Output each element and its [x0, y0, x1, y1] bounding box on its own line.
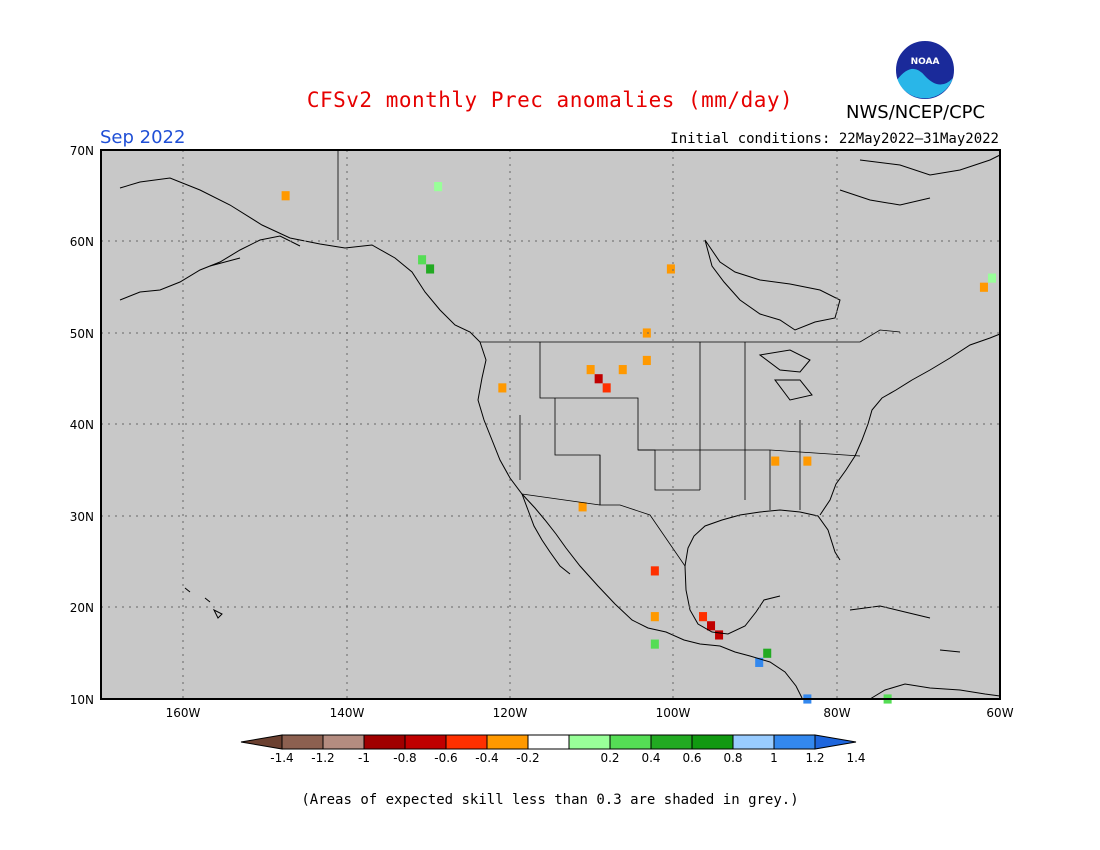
anomaly-cell — [650, 612, 659, 622]
colorbar-swatch — [486, 734, 529, 750]
lat-tick-label: 30N — [70, 510, 94, 524]
chart-title: CFSv2 monthly Prec anomalies (mm/day) — [306, 88, 794, 112]
colorbar-label: -0.2 — [516, 751, 539, 765]
anomaly-cell — [434, 182, 443, 192]
anomaly-cell — [426, 264, 435, 274]
map-frame — [100, 149, 1001, 700]
colorbar-label: -1 — [358, 751, 370, 765]
lon-tick-label: 120W — [493, 706, 528, 720]
colorbar-max-arrow — [814, 734, 857, 750]
noaa-logo-text: NOAA — [911, 57, 940, 67]
noaa-logo: NOAA — [894, 39, 956, 101]
colorbar-label: -0.8 — [393, 751, 416, 765]
colorbar-label: -0.4 — [475, 751, 498, 765]
lat-tick-label: 70N — [70, 144, 94, 158]
anomaly-cell — [763, 648, 772, 658]
anomaly-cell — [715, 630, 724, 640]
colorbar-swatch — [568, 734, 611, 750]
colorbar-swatch — [404, 734, 447, 750]
anomaly-cell — [666, 264, 675, 274]
colorbar-swatch — [363, 734, 406, 750]
anomaly-cell — [650, 639, 659, 649]
political-borders — [337, 150, 901, 567]
anomaly-cell — [602, 383, 611, 393]
colorbar-swatch — [609, 734, 652, 750]
colorbar-swatch — [650, 734, 693, 750]
anomaly-cell — [642, 328, 651, 338]
colorbar-swatch — [732, 734, 775, 750]
colorbar-swatch — [445, 734, 488, 750]
anomaly-cell — [707, 621, 716, 631]
skill-footnote: (Areas of expected skill less than 0.3 a… — [301, 792, 799, 808]
lat-tick-label: 60N — [70, 235, 94, 249]
colorbar-label: -1.2 — [311, 751, 334, 765]
lat-tick-label: 20N — [70, 601, 94, 615]
anomaly-cell — [281, 191, 290, 201]
colorbar-label: -0.6 — [434, 751, 457, 765]
grid-lines — [101, 150, 1000, 699]
lat-tick-label: 40N — [70, 418, 94, 432]
colorbar-swatch — [322, 734, 365, 750]
colorbar-label: 0.8 — [723, 751, 742, 765]
forecast-month: Sep 2022 — [100, 127, 186, 148]
colorbar-swatch — [527, 734, 570, 750]
anomaly-cell — [642, 355, 651, 366]
lat-tick-labels: 70N 60N 50N 40N 30N 20N 10N — [70, 144, 94, 707]
lon-tick-labels: 160W 140W 120W 100W 80W 60W — [166, 706, 1014, 720]
anomaly-cell — [650, 566, 659, 576]
lon-tick-label: 160W — [166, 706, 201, 720]
anomaly-cell — [987, 273, 996, 283]
colorbar-label: 1.4 — [846, 751, 865, 765]
colorbar-label: -1.4 — [270, 751, 293, 765]
anomaly-cell — [594, 374, 603, 384]
colorbar-label: 1 — [770, 751, 778, 765]
anomaly-cell — [418, 255, 427, 265]
coastlines — [119, 154, 1001, 700]
colorbar-label: 0.2 — [600, 751, 619, 765]
anomaly-cell — [586, 365, 595, 375]
anomaly-cell — [771, 456, 780, 466]
colorbar-swatch — [773, 734, 816, 750]
initial-conditions: Initial conditions: 22May2022–31May2022 — [670, 131, 999, 147]
anomaly-cell — [803, 456, 812, 466]
colorbar-label: 0.4 — [641, 751, 660, 765]
colorbar-swatch — [691, 734, 734, 750]
anomaly-cell — [578, 502, 587, 512]
colorbar-min-arrow — [240, 734, 283, 750]
lat-tick-label: 50N — [70, 327, 94, 341]
lon-tick-label: 140W — [330, 706, 365, 720]
lon-tick-label: 100W — [656, 706, 691, 720]
colorbar-swatch — [281, 734, 324, 750]
lat-tick-label: 10N — [70, 693, 94, 707]
anomaly-cell — [698, 612, 708, 622]
colorbar-label: 1.2 — [805, 751, 824, 765]
colorbar-label: 0.6 — [682, 751, 701, 765]
anomaly-cell — [618, 365, 627, 375]
lon-tick-label: 60W — [986, 706, 1013, 720]
agency-label: NWS/NCEP/CPC — [846, 102, 986, 123]
colorbar: -1.4 -1.2 -1 -0.8 -0.6 -0.4 -0.2 0.2 0.4 0.6 0.8 1 1… — [240, 734, 866, 765]
anomaly-cell — [979, 282, 988, 292]
anomaly-cell — [755, 657, 764, 667]
anomaly-cell — [498, 383, 507, 393]
lon-tick-label: 80W — [823, 706, 850, 720]
